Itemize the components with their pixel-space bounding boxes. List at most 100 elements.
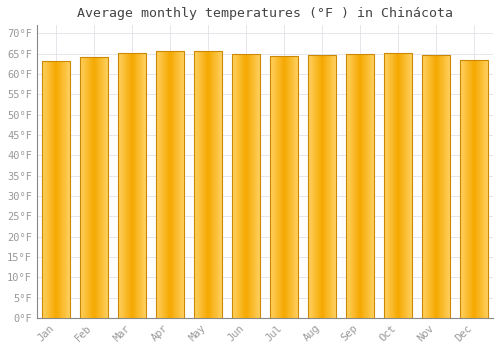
Bar — [127, 53, 128, 318]
Bar — [480, 60, 481, 318]
Bar — [423, 55, 424, 318]
Bar — [177, 51, 178, 318]
Bar — [468, 60, 469, 318]
Bar — [235, 54, 236, 318]
Bar — [398, 53, 399, 318]
Bar — [97, 57, 98, 318]
Bar — [243, 54, 244, 318]
Bar — [123, 53, 124, 318]
Bar — [181, 51, 182, 318]
Bar — [247, 54, 248, 318]
Bar — [387, 53, 388, 318]
Bar — [384, 53, 385, 318]
Bar — [183, 51, 184, 318]
Bar — [131, 53, 132, 318]
Bar — [220, 51, 221, 318]
Bar — [436, 55, 437, 318]
Bar — [105, 57, 106, 318]
Bar — [437, 55, 438, 318]
Bar — [173, 51, 174, 318]
Bar — [83, 57, 84, 318]
Bar — [475, 60, 476, 318]
Bar — [232, 54, 260, 318]
Bar — [59, 61, 60, 318]
Bar — [194, 51, 222, 318]
Bar — [323, 55, 324, 318]
Bar — [356, 54, 357, 318]
Bar — [47, 61, 48, 318]
Bar — [200, 51, 201, 318]
Bar — [101, 57, 102, 318]
Bar — [98, 57, 99, 318]
Bar — [287, 56, 288, 318]
Bar — [259, 54, 260, 318]
Bar — [384, 53, 411, 318]
Bar — [43, 61, 44, 318]
Bar — [140, 53, 141, 318]
Bar — [313, 55, 314, 318]
Bar — [448, 55, 449, 318]
Bar — [64, 61, 65, 318]
Bar — [91, 57, 92, 318]
Bar — [276, 56, 277, 318]
Bar — [394, 53, 396, 318]
Bar — [485, 60, 486, 318]
Bar — [347, 54, 348, 318]
Bar — [295, 56, 296, 318]
Bar — [169, 51, 170, 318]
Bar — [60, 61, 62, 318]
Bar — [120, 53, 121, 318]
Bar — [330, 55, 332, 318]
Bar — [386, 53, 387, 318]
Bar — [308, 55, 309, 318]
Bar — [317, 55, 318, 318]
Bar — [426, 55, 428, 318]
Bar — [349, 54, 350, 318]
Bar — [439, 55, 440, 318]
Bar — [66, 61, 67, 318]
Bar — [249, 54, 250, 318]
Bar — [366, 54, 367, 318]
Bar — [221, 51, 222, 318]
Bar — [206, 51, 207, 318]
Bar — [428, 55, 429, 318]
Bar — [248, 54, 249, 318]
Bar — [137, 53, 138, 318]
Bar — [250, 54, 251, 318]
Bar — [245, 54, 246, 318]
Bar — [167, 51, 168, 318]
Bar — [82, 57, 83, 318]
Bar — [214, 51, 215, 318]
Bar — [486, 60, 487, 318]
Bar — [198, 51, 199, 318]
Bar — [271, 56, 272, 318]
Bar — [445, 55, 446, 318]
Bar — [51, 61, 52, 318]
Bar — [332, 55, 333, 318]
Bar — [293, 56, 294, 318]
Bar — [95, 57, 96, 318]
Bar — [176, 51, 177, 318]
Bar — [441, 55, 442, 318]
Bar — [118, 53, 146, 318]
Bar — [351, 54, 352, 318]
Bar — [128, 53, 129, 318]
Bar — [204, 51, 205, 318]
Bar — [483, 60, 484, 318]
Bar — [130, 53, 131, 318]
Bar — [396, 53, 397, 318]
Bar — [132, 53, 133, 318]
Bar — [170, 51, 171, 318]
Bar — [285, 56, 286, 318]
Bar — [360, 54, 361, 318]
Bar — [217, 51, 218, 318]
Bar — [411, 53, 412, 318]
Bar — [136, 53, 137, 318]
Bar — [233, 54, 234, 318]
Bar — [255, 54, 256, 318]
Bar — [288, 56, 289, 318]
Bar — [67, 61, 68, 318]
Bar — [156, 51, 184, 318]
Bar — [469, 60, 470, 318]
Bar — [404, 53, 405, 318]
